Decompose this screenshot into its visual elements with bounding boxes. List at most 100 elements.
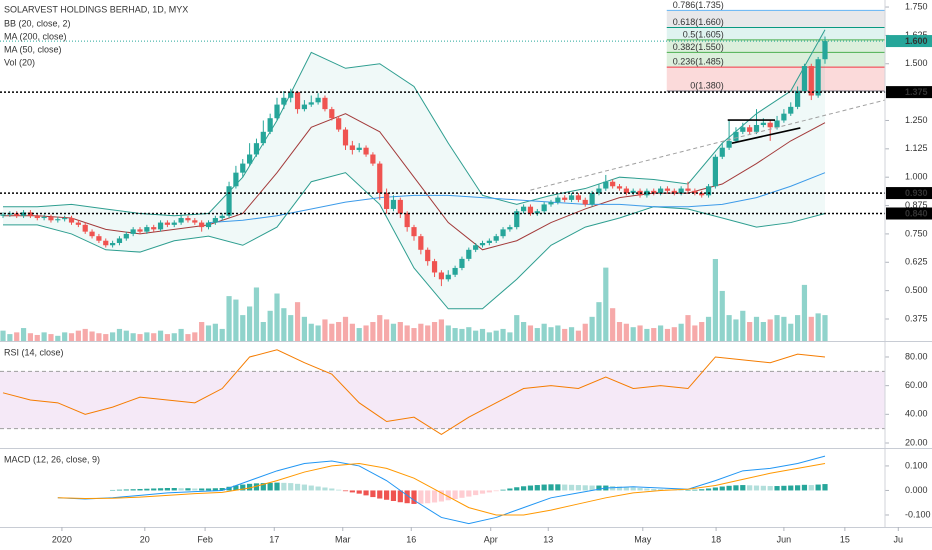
volume-bar xyxy=(123,330,129,341)
macd-histogram-bar xyxy=(233,485,239,491)
candle-body xyxy=(473,245,479,250)
candle-body xyxy=(678,188,684,194)
macd-histogram-bar xyxy=(726,485,732,491)
macd-histogram-bar xyxy=(808,485,814,491)
candle-body xyxy=(705,186,712,196)
volume-bar xyxy=(336,322,342,341)
volume-bar xyxy=(603,267,609,341)
candle-body xyxy=(479,242,486,246)
macd-histogram-bar xyxy=(493,490,499,492)
candle-body xyxy=(774,120,780,128)
candle-body xyxy=(151,227,157,230)
volume-bar xyxy=(151,333,157,341)
y-tick-label: 80.00 xyxy=(905,351,928,361)
candle-body xyxy=(342,129,349,146)
volume-bar xyxy=(712,258,718,341)
macd-histogram-bar xyxy=(719,486,725,491)
candle-body xyxy=(260,131,266,144)
candle-body xyxy=(664,188,671,191)
candle-body xyxy=(685,188,691,191)
candle-body xyxy=(82,224,88,232)
macd-histogram-bar xyxy=(356,490,362,494)
candle-body xyxy=(110,242,116,246)
candle-body xyxy=(671,190,677,194)
volume-bar xyxy=(110,332,116,341)
candle-body xyxy=(644,190,650,196)
candle-body xyxy=(370,154,376,164)
price-level-box xyxy=(886,35,932,48)
macd-histogram-bar xyxy=(370,490,376,498)
candle-body xyxy=(747,127,753,132)
price-level-label: 1.375 xyxy=(905,87,928,97)
macd-histogram-bar xyxy=(479,490,486,494)
volume-bar xyxy=(27,333,34,341)
volume-bar xyxy=(103,334,109,341)
volume-bar xyxy=(55,335,61,341)
volume-bar xyxy=(137,334,143,341)
candle-body xyxy=(521,206,527,212)
macd-histogram-bar xyxy=(377,490,383,499)
volume-bar xyxy=(459,328,465,341)
candle-body xyxy=(171,222,177,225)
volume-bar xyxy=(616,322,623,341)
fib-label: 0.618(1.660) xyxy=(673,17,724,27)
volume-bar xyxy=(500,328,506,341)
x-tick-label: Ju xyxy=(894,534,904,544)
volume-bar xyxy=(349,323,355,341)
macd-histogram-bar xyxy=(425,490,431,504)
volume-bar xyxy=(89,331,95,341)
candle-body xyxy=(219,215,225,219)
candle-body xyxy=(336,118,342,130)
volume-bar xyxy=(418,323,424,341)
moving-average xyxy=(208,172,826,224)
macd-histogram-bar xyxy=(788,485,794,491)
volume-bar xyxy=(808,316,814,341)
fib-zone xyxy=(666,52,885,68)
volume-bar xyxy=(274,293,280,341)
y-tick-label: 1.625 xyxy=(905,30,928,40)
macd-histogram-bar xyxy=(459,490,465,498)
candle-body xyxy=(377,163,383,194)
candle-body xyxy=(363,147,369,155)
macd-histogram-bar xyxy=(315,486,321,491)
y-tick-label: 0.625 xyxy=(905,257,928,267)
volume-bar xyxy=(822,315,828,341)
volume-bar xyxy=(664,328,671,341)
price-level-box xyxy=(886,187,932,200)
volume-bar xyxy=(521,322,527,341)
candle-body xyxy=(62,218,68,220)
volume-bar xyxy=(678,323,684,341)
volume-bar xyxy=(253,287,260,341)
plot-layer: 0.786(1.735) 0.618(1.660) 0.5(1.605) 0.382(… xyxy=(0,0,931,525)
candle-body xyxy=(41,216,47,219)
y-tick-label: 0.500 xyxy=(905,285,928,295)
candle-body xyxy=(130,229,136,234)
volume-bar xyxy=(774,315,780,341)
y-tick-label: 0.100 xyxy=(905,460,928,470)
candle-body xyxy=(308,102,314,105)
volume-bar xyxy=(719,290,725,341)
y-tick-label: 60.00 xyxy=(905,380,928,390)
volume-bar xyxy=(740,310,746,341)
x-tick-label: 2020 xyxy=(52,534,72,544)
candle-body xyxy=(760,122,766,126)
y-tick-label: 20.00 xyxy=(905,437,928,447)
macd-histogram-bar xyxy=(322,487,328,491)
volume-bar xyxy=(199,322,205,341)
macd-histogram-bar xyxy=(767,486,773,491)
volume-bar xyxy=(157,330,164,341)
candle-body xyxy=(315,97,321,103)
candle-body xyxy=(185,218,191,221)
candle-body xyxy=(603,181,609,189)
volume-bar xyxy=(411,328,417,341)
macd-histogram-bar xyxy=(473,490,479,496)
macd-histogram-bar xyxy=(144,488,150,491)
volume-bar xyxy=(685,315,691,341)
volume-bar xyxy=(322,319,328,341)
volume-bar xyxy=(219,328,225,341)
candle-body xyxy=(514,211,520,228)
macd-histogram-bar xyxy=(596,485,602,491)
volume-bar xyxy=(226,296,232,341)
volume-bar xyxy=(390,323,397,341)
